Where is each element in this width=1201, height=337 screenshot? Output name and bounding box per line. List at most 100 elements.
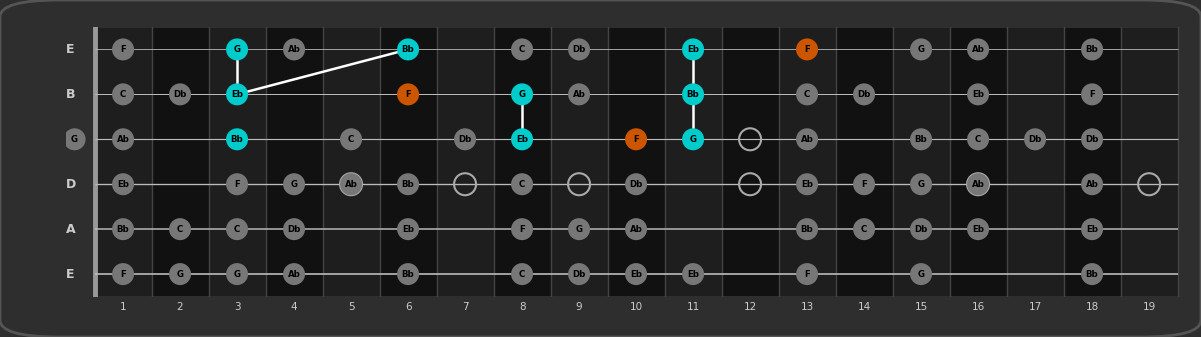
Text: Bb: Bb (1086, 270, 1099, 279)
Text: G: G (66, 133, 76, 146)
Ellipse shape (910, 128, 932, 150)
Text: Db: Db (914, 225, 927, 234)
Text: 14: 14 (858, 302, 871, 312)
Text: Ab: Ab (972, 180, 985, 189)
Text: 16: 16 (972, 302, 985, 312)
Text: Bb: Bb (401, 180, 414, 189)
Ellipse shape (796, 128, 818, 150)
Text: Db: Db (573, 270, 586, 279)
Text: Bb: Bb (231, 135, 244, 144)
Ellipse shape (454, 128, 476, 150)
Text: Ab: Ab (1086, 180, 1099, 189)
Text: F: F (234, 180, 240, 189)
Ellipse shape (340, 128, 362, 150)
Ellipse shape (796, 83, 818, 105)
FancyBboxPatch shape (265, 28, 323, 296)
FancyBboxPatch shape (95, 28, 151, 296)
Text: F: F (405, 90, 411, 99)
Text: Eb: Eb (402, 225, 414, 234)
Text: G: G (233, 270, 240, 279)
Ellipse shape (910, 263, 932, 285)
Text: Ab: Ab (629, 225, 643, 234)
Text: Ab: Ab (972, 45, 985, 54)
Ellipse shape (682, 38, 704, 60)
Ellipse shape (512, 218, 533, 240)
Ellipse shape (1081, 128, 1103, 150)
Text: G: G (918, 180, 925, 189)
Ellipse shape (1081, 218, 1103, 240)
Ellipse shape (1081, 83, 1103, 105)
Text: F: F (805, 270, 809, 279)
Ellipse shape (625, 218, 647, 240)
Ellipse shape (1081, 173, 1103, 195)
Ellipse shape (283, 263, 305, 285)
Text: 3: 3 (234, 302, 240, 312)
Text: E: E (66, 268, 74, 281)
Ellipse shape (910, 218, 932, 240)
Text: 4: 4 (291, 302, 298, 312)
Text: 7: 7 (461, 302, 468, 312)
Text: Eb: Eb (687, 270, 699, 279)
Ellipse shape (398, 38, 419, 60)
FancyBboxPatch shape (836, 28, 892, 296)
Text: C: C (519, 180, 525, 189)
Ellipse shape (283, 38, 305, 60)
Text: Db: Db (1028, 135, 1041, 144)
Ellipse shape (967, 173, 990, 195)
FancyBboxPatch shape (380, 28, 437, 296)
Ellipse shape (169, 218, 191, 240)
Ellipse shape (226, 263, 249, 285)
Text: G: G (291, 180, 298, 189)
Ellipse shape (1081, 263, 1103, 285)
Text: C: C (120, 90, 126, 99)
Text: C: C (348, 135, 354, 144)
Ellipse shape (226, 128, 249, 150)
Ellipse shape (1024, 128, 1046, 150)
Text: G: G (918, 270, 925, 279)
Text: Bb: Bb (401, 45, 414, 54)
Text: C: C (861, 225, 867, 234)
Text: Eb: Eb (116, 180, 129, 189)
Text: C: C (177, 225, 184, 234)
Ellipse shape (796, 38, 818, 60)
Text: Ab: Ab (287, 270, 300, 279)
Ellipse shape (112, 128, 135, 150)
Text: Bb: Bb (687, 90, 699, 99)
Text: 2: 2 (177, 302, 184, 312)
FancyBboxPatch shape (550, 28, 608, 296)
Text: G: G (689, 135, 697, 144)
Text: G: G (177, 270, 184, 279)
Ellipse shape (1081, 38, 1103, 60)
Text: Bb: Bb (116, 225, 130, 234)
Text: F: F (805, 45, 809, 54)
Text: Eb: Eb (687, 45, 699, 54)
Ellipse shape (625, 173, 647, 195)
FancyBboxPatch shape (323, 28, 380, 296)
Ellipse shape (398, 83, 419, 105)
Ellipse shape (512, 128, 533, 150)
Ellipse shape (682, 83, 704, 105)
Ellipse shape (967, 218, 990, 240)
Ellipse shape (398, 173, 419, 195)
Ellipse shape (169, 263, 191, 285)
Ellipse shape (967, 83, 990, 105)
Text: Db: Db (1086, 135, 1099, 144)
Text: Ab: Ab (287, 45, 300, 54)
Text: Db: Db (573, 45, 586, 54)
Ellipse shape (512, 263, 533, 285)
Ellipse shape (512, 38, 533, 60)
Text: D: D (66, 178, 76, 191)
Text: G: G (575, 225, 582, 234)
Ellipse shape (796, 218, 818, 240)
Text: 9: 9 (575, 302, 582, 312)
Ellipse shape (398, 218, 419, 240)
Ellipse shape (625, 128, 647, 150)
Ellipse shape (169, 83, 191, 105)
Text: C: C (803, 90, 811, 99)
Ellipse shape (910, 173, 932, 195)
Text: 6: 6 (405, 302, 412, 312)
Text: Ab: Ab (116, 135, 130, 144)
Ellipse shape (568, 263, 590, 285)
Text: Db: Db (173, 90, 186, 99)
Text: Ab: Ab (345, 180, 358, 189)
